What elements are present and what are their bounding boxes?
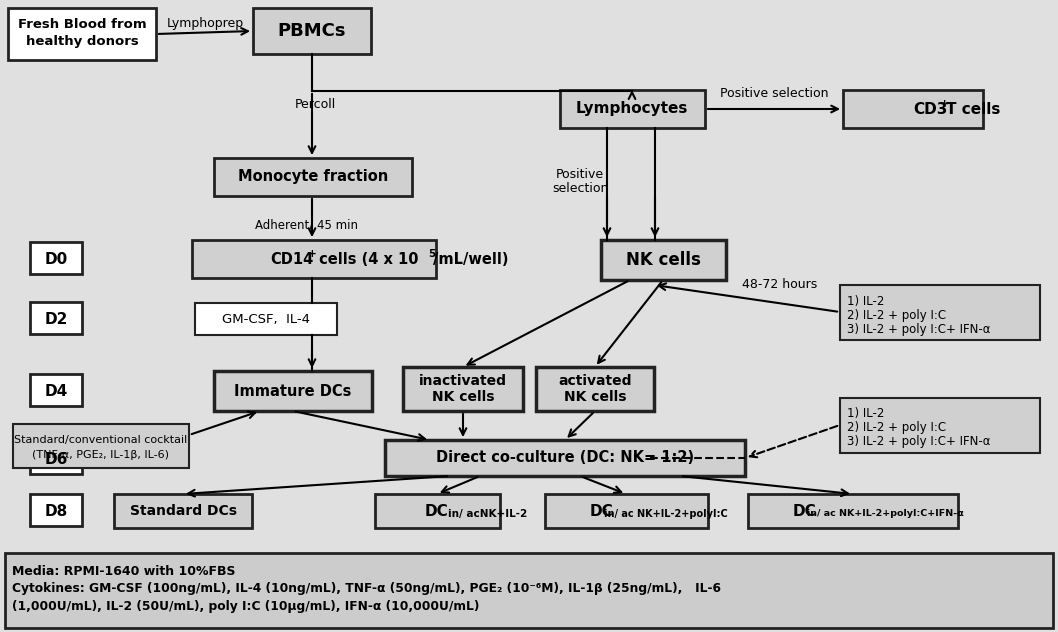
Text: Monocyte fraction: Monocyte fraction [238,169,388,185]
Text: in/ ac NK+IL-2+polyI:C+IFN-α: in/ ac NK+IL-2+polyI:C+IFN-α [807,509,964,518]
FancyBboxPatch shape [840,398,1040,453]
Text: selection: selection [552,183,608,195]
FancyBboxPatch shape [843,90,983,128]
Text: /mL/well): /mL/well) [433,252,509,267]
Text: activated
NK cells: activated NK cells [559,374,632,404]
Text: DC: DC [794,504,817,518]
FancyBboxPatch shape [30,374,83,406]
Text: +: + [308,249,316,259]
Text: in/ ac NK+IL-2+polyI:C: in/ ac NK+IL-2+polyI:C [604,509,728,519]
FancyBboxPatch shape [601,240,726,280]
Text: 2) IL-2 + poly I:C: 2) IL-2 + poly I:C [847,308,946,322]
Text: D6: D6 [44,451,68,466]
FancyBboxPatch shape [748,494,957,528]
Text: Lymphoprep: Lymphoprep [166,16,243,30]
Text: Adherent/ 45 min: Adherent/ 45 min [255,219,358,231]
Text: cells (4 x 10: cells (4 x 10 [314,252,419,267]
Text: T cells: T cells [946,102,1001,116]
Text: CD14: CD14 [270,252,313,267]
Text: 1) IL-2: 1) IL-2 [847,295,884,308]
FancyBboxPatch shape [195,303,338,335]
FancyBboxPatch shape [191,240,436,278]
FancyBboxPatch shape [536,367,654,411]
Text: (1,000U/mL), IL-2 (50U/mL), poly I:C (10μg/mL), IFN-α (10,000U/mL): (1,000U/mL), IL-2 (50U/mL), poly I:C (10… [12,600,479,613]
FancyBboxPatch shape [30,302,83,334]
FancyBboxPatch shape [385,440,745,476]
Text: Media: RPMI-1640 with 10%FBS: Media: RPMI-1640 with 10%FBS [12,565,236,578]
Text: DC: DC [425,504,449,518]
Text: Cytokines: GM-CSF (100ng/mL), IL-4 (10ng/mL), TNF-α (50ng/mL), PGE₂ (10⁻⁶M), IL-: Cytokines: GM-CSF (100ng/mL), IL-4 (10ng… [12,582,720,595]
FancyBboxPatch shape [114,494,252,528]
Text: DC: DC [590,504,614,518]
Text: 48-72 hours: 48-72 hours [743,279,818,291]
FancyBboxPatch shape [560,90,705,128]
Text: 5: 5 [428,249,435,259]
Text: D4: D4 [44,384,68,399]
FancyBboxPatch shape [403,367,523,411]
Text: D0: D0 [44,252,68,267]
Text: D8: D8 [44,504,68,518]
FancyBboxPatch shape [8,8,156,60]
FancyBboxPatch shape [30,494,83,526]
Text: in/ acNK+IL-2: in/ acNK+IL-2 [448,509,527,519]
Text: PBMCs: PBMCs [278,22,346,40]
Text: (TNF-α, PGE₂, IL-1β, IL-6): (TNF-α, PGE₂, IL-1β, IL-6) [33,450,169,460]
Text: Standard/conventional cocktail: Standard/conventional cocktail [15,435,187,445]
Text: Immature DCs: Immature DCs [234,384,351,399]
Text: 2) IL-2 + poly I:C: 2) IL-2 + poly I:C [847,420,946,434]
Text: Positive selection: Positive selection [719,87,828,100]
Text: Standard DCs: Standard DCs [129,504,237,518]
Text: 3) IL-2 + poly I:C+ IFN-α: 3) IL-2 + poly I:C+ IFN-α [847,324,990,336]
FancyBboxPatch shape [13,424,189,468]
Text: CD3: CD3 [913,102,947,116]
FancyBboxPatch shape [214,371,372,411]
FancyBboxPatch shape [214,158,412,196]
Text: GM-CSF,  IL-4: GM-CSF, IL-4 [222,312,310,325]
FancyBboxPatch shape [30,242,83,274]
FancyBboxPatch shape [375,494,500,528]
Text: Direct co-culture (DC: NK= 1:2): Direct co-culture (DC: NK= 1:2) [436,451,694,466]
Text: D2: D2 [44,312,68,327]
Text: Lymphocytes: Lymphocytes [576,102,688,116]
FancyBboxPatch shape [5,553,1053,628]
Text: Fresh Blood from: Fresh Blood from [18,18,146,32]
Text: healthy donors: healthy donors [25,35,139,49]
FancyBboxPatch shape [840,285,1040,340]
Text: NK cells: NK cells [625,251,700,269]
FancyBboxPatch shape [30,442,83,474]
FancyBboxPatch shape [253,8,371,54]
Text: Positive: Positive [555,169,604,181]
Text: inactivated
NK cells: inactivated NK cells [419,374,507,404]
Text: +: + [940,99,949,109]
Text: Percoll: Percoll [295,99,336,111]
FancyBboxPatch shape [545,494,708,528]
Text: 3) IL-2 + poly I:C+ IFN-α: 3) IL-2 + poly I:C+ IFN-α [847,435,990,449]
Text: 1) IL-2: 1) IL-2 [847,406,884,420]
